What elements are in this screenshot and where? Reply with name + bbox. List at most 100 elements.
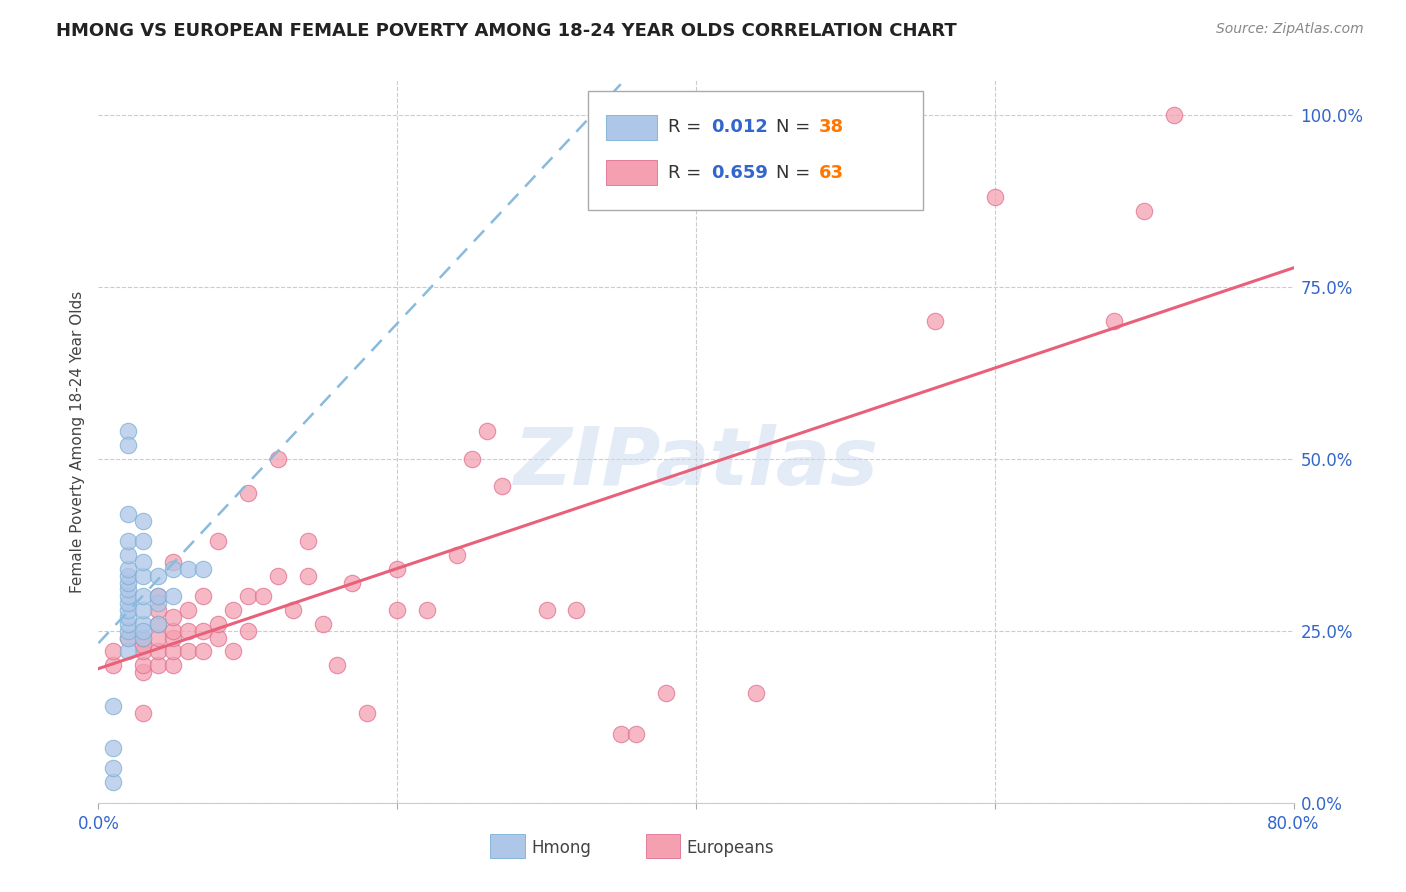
FancyBboxPatch shape (645, 834, 681, 858)
Point (117, 424, 139, 438)
Point (103, 699, 125, 714)
Point (117, 631, 139, 645)
Point (117, 562, 139, 576)
Point (148, 568, 170, 582)
Point (117, 548, 139, 562)
Point (191, 644, 214, 658)
Point (117, 575, 139, 590)
Point (162, 644, 184, 658)
Point (385, 562, 409, 576)
Point (207, 616, 229, 631)
Point (132, 631, 155, 645)
Point (148, 644, 170, 658)
Point (385, 603, 409, 617)
Point (117, 644, 139, 658)
Text: Hmong: Hmong (531, 838, 591, 856)
Point (162, 631, 184, 645)
Point (297, 534, 319, 549)
Point (103, 740, 125, 755)
Text: 0.659: 0.659 (711, 164, 769, 182)
Point (326, 658, 349, 673)
Point (132, 644, 155, 658)
Point (117, 438, 139, 452)
Point (117, 616, 139, 631)
Point (565, 603, 588, 617)
Point (281, 603, 304, 617)
Point (117, 631, 139, 645)
Point (162, 555, 184, 569)
Point (132, 616, 155, 631)
Point (148, 590, 170, 604)
Point (236, 624, 259, 638)
Point (162, 624, 184, 638)
Point (148, 603, 170, 617)
Point (132, 568, 155, 582)
FancyBboxPatch shape (606, 115, 657, 139)
Y-axis label: Female Poverty Among 18-24 Year Olds: Female Poverty Among 18-24 Year Olds (69, 291, 84, 592)
Text: R =: R = (668, 119, 707, 136)
Point (236, 590, 259, 604)
Point (267, 568, 290, 582)
Point (207, 631, 229, 645)
Point (655, 686, 678, 700)
Text: Source: ZipAtlas.com: Source: ZipAtlas.com (1216, 22, 1364, 37)
Point (1104, 314, 1126, 328)
Point (132, 590, 155, 604)
Point (132, 665, 155, 679)
Point (177, 624, 200, 638)
Point (745, 686, 768, 700)
Point (446, 548, 468, 562)
Point (117, 624, 139, 638)
Point (148, 590, 170, 604)
Text: 63: 63 (820, 164, 844, 182)
Point (610, 727, 633, 741)
Point (342, 575, 364, 590)
Point (461, 451, 484, 466)
Point (416, 603, 439, 617)
Point (148, 616, 170, 631)
Point (103, 644, 125, 658)
Point (132, 555, 155, 569)
Point (117, 590, 139, 604)
Point (132, 658, 155, 673)
Point (117, 596, 139, 610)
Point (236, 486, 259, 500)
Point (356, 706, 378, 721)
Point (267, 451, 290, 466)
Point (132, 631, 155, 645)
Point (191, 624, 214, 638)
Point (177, 644, 200, 658)
Point (148, 616, 170, 631)
Text: Europeans: Europeans (686, 838, 775, 856)
Text: 38: 38 (820, 119, 844, 136)
Point (536, 603, 558, 617)
Point (117, 534, 139, 549)
Point (117, 582, 139, 597)
Text: N =: N = (776, 119, 815, 136)
FancyBboxPatch shape (589, 91, 922, 211)
Text: 0.012: 0.012 (711, 119, 769, 136)
Point (626, 727, 648, 741)
Text: HMONG VS EUROPEAN FEMALE POVERTY AMONG 18-24 YEAR OLDS CORRELATION CHART: HMONG VS EUROPEAN FEMALE POVERTY AMONG 1… (56, 22, 957, 40)
Point (222, 603, 245, 617)
Point (222, 644, 245, 658)
Point (162, 590, 184, 604)
Text: N =: N = (776, 164, 815, 182)
Point (148, 631, 170, 645)
Point (207, 534, 229, 549)
Point (132, 706, 155, 721)
Point (132, 534, 155, 549)
Point (252, 590, 274, 604)
Point (103, 761, 125, 775)
Point (924, 314, 946, 328)
Point (117, 603, 139, 617)
Point (177, 603, 200, 617)
Point (1163, 108, 1185, 122)
Point (117, 610, 139, 624)
Point (132, 624, 155, 638)
Point (162, 658, 184, 673)
Point (162, 562, 184, 576)
Text: R =: R = (668, 164, 707, 182)
Point (117, 568, 139, 582)
Point (103, 658, 125, 673)
